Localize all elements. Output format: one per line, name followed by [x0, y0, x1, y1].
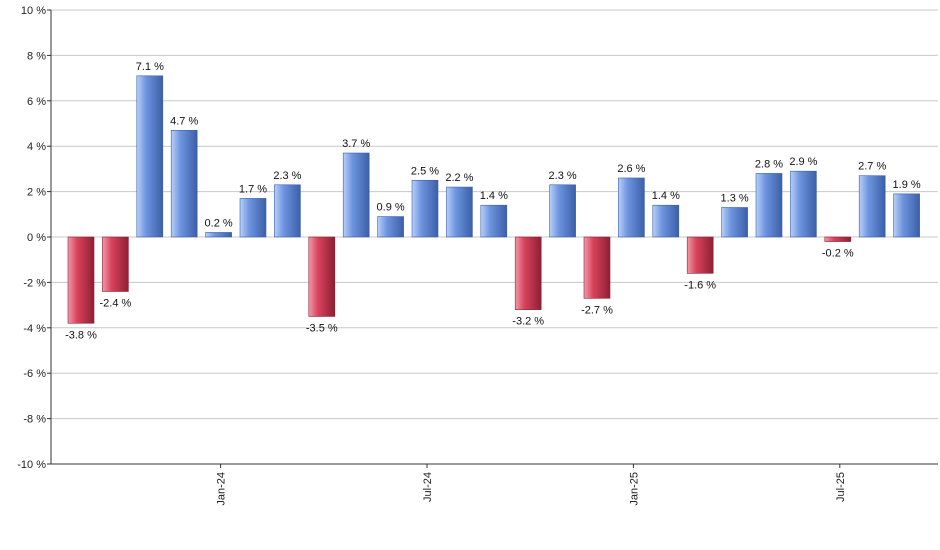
- bar: [170, 130, 198, 238]
- bar-value-label: 2.7 %: [858, 161, 886, 173]
- bar-value-label: -2.7 %: [581, 304, 613, 316]
- bar: [308, 236, 336, 317]
- bar: [205, 232, 232, 238]
- bar: [274, 184, 301, 238]
- bar-value-label: -0.2 %: [822, 248, 854, 260]
- bar-value-label: -1.6 %: [684, 279, 716, 291]
- y-tick-label: 0 %: [27, 232, 46, 244]
- bar: [102, 236, 129, 292]
- bar: [618, 177, 645, 238]
- bar: [858, 175, 886, 238]
- y-axis: 10 % 8 % 6 % 4 % 2 % 0 % -2 % -4 % -6 % -8 % -10 %: [17, 5, 52, 471]
- bar: [790, 170, 817, 238]
- bar-value-label: 1.4 %: [652, 190, 680, 202]
- y-tick-label: -4 %: [23, 323, 46, 335]
- y-tick-label: 8 %: [27, 50, 46, 62]
- bar-value-label: 2.6 %: [617, 163, 645, 175]
- bar: [549, 184, 576, 238]
- bar-value-label: 2.3 %: [549, 170, 577, 182]
- x-tick-label: Jan-25: [628, 472, 640, 506]
- bar-value-label: 2.9 %: [789, 156, 817, 168]
- bar: [67, 236, 95, 324]
- bar: [342, 152, 370, 238]
- bar: [686, 236, 714, 274]
- y-tick-label: 10 %: [21, 5, 46, 17]
- y-tick-label: -8 %: [23, 414, 46, 426]
- bar-value-label: 2.8 %: [755, 158, 783, 170]
- bar: [446, 186, 473, 238]
- bar-value-label: 2.5 %: [411, 165, 439, 177]
- bar: [480, 204, 508, 238]
- bar: [824, 236, 852, 242]
- bar: [377, 216, 404, 238]
- y-tick-label: -6 %: [23, 368, 46, 380]
- bar: [652, 204, 680, 238]
- bar: [893, 193, 920, 238]
- x-axis: Jan-24 Jul-24 Jan-25 Jul-25: [51, 463, 938, 506]
- bar: [239, 198, 267, 238]
- bar-value-label: 4.7 %: [170, 115, 198, 127]
- y-tick-label: 2 %: [27, 187, 46, 199]
- y-tick-label: 4 %: [27, 141, 46, 153]
- bars: [67, 75, 920, 324]
- bar-value-label: -3.5 %: [306, 322, 338, 334]
- bar-value-label: 0.9 %: [377, 202, 405, 214]
- bar: [136, 75, 164, 238]
- x-tick-label: Jul-25: [835, 472, 847, 502]
- bar: [514, 236, 542, 310]
- bar-value-label: 1.3 %: [721, 192, 749, 204]
- bar-value-label: 7.1 %: [136, 61, 164, 73]
- bar-value-label: 1.7 %: [239, 183, 267, 195]
- bar: [583, 236, 611, 299]
- bar-value-label: 2.2 %: [445, 172, 473, 184]
- bar-value-label: 1.4 %: [480, 190, 508, 202]
- bar-value-label: -3.2 %: [512, 316, 544, 328]
- bar-value-label: -3.8 %: [65, 329, 97, 341]
- bar-value-label: 2.3 %: [273, 170, 301, 182]
- bar-value-label: -2.4 %: [100, 297, 132, 309]
- bar: [721, 207, 748, 238]
- bar: [411, 179, 439, 238]
- bar-value-label: 1.9 %: [893, 179, 921, 191]
- bar: [755, 173, 783, 238]
- bar-value-label: 0.2 %: [205, 217, 233, 229]
- data-labels: -3.8 % -2.4 % 7.1 % 4.7 % 0.2 % 1.7 % 2.3 % -3.…: [65, 61, 921, 341]
- x-tick-label: Jan-24: [216, 472, 228, 506]
- bar-value-label: 3.7 %: [342, 138, 370, 150]
- y-tick-label: 6 %: [27, 96, 46, 108]
- x-tick-label: Jul-24: [422, 472, 434, 502]
- y-tick-label: -10 %: [17, 459, 46, 471]
- y-tick-label: -2 %: [23, 277, 46, 289]
